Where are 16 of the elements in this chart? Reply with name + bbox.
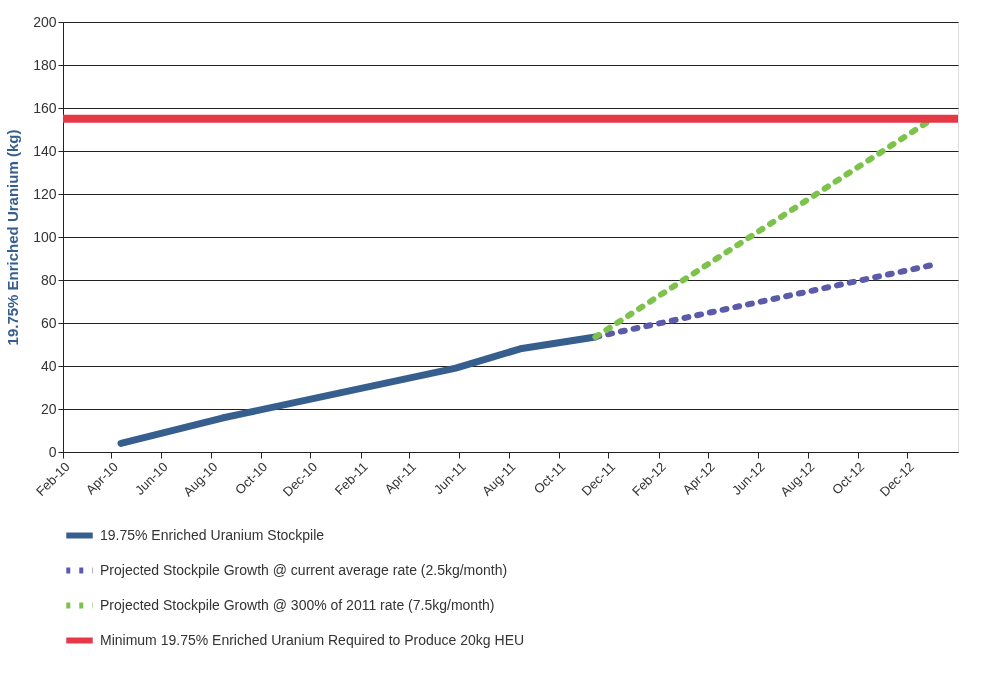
legend-label: 19.75% Enriched Uranium Stockpile xyxy=(100,526,325,543)
y-axis-title: 19.75% Enriched Uranium (kg) xyxy=(4,129,22,346)
y-tick-label: 200 xyxy=(33,13,57,30)
legend-label: Minimum 19.75% Enriched Uranium Required to Produce 20kg HEU xyxy=(100,631,525,648)
y-tick-label: 120 xyxy=(33,185,57,202)
y-tick-label: 60 xyxy=(40,314,57,331)
y-tick-label: 20 xyxy=(40,400,57,417)
y-tick-label: 40 xyxy=(40,357,57,374)
legend-label: Projected Stockpile Growth @ 300% of 2011 rate (7.5kg/month) xyxy=(100,596,495,613)
y-tick-label: 0 xyxy=(48,443,57,460)
y-tick-label: 100 xyxy=(33,228,57,245)
y-tick-label: 80 xyxy=(40,271,57,288)
y-tick-label: 160 xyxy=(33,99,57,116)
y-tick-label: 180 xyxy=(33,56,57,73)
legend-label: Projected Stockpile Growth @ current average rate (2.5kg/month) xyxy=(100,561,508,578)
y-tick-label: 140 xyxy=(33,142,57,159)
